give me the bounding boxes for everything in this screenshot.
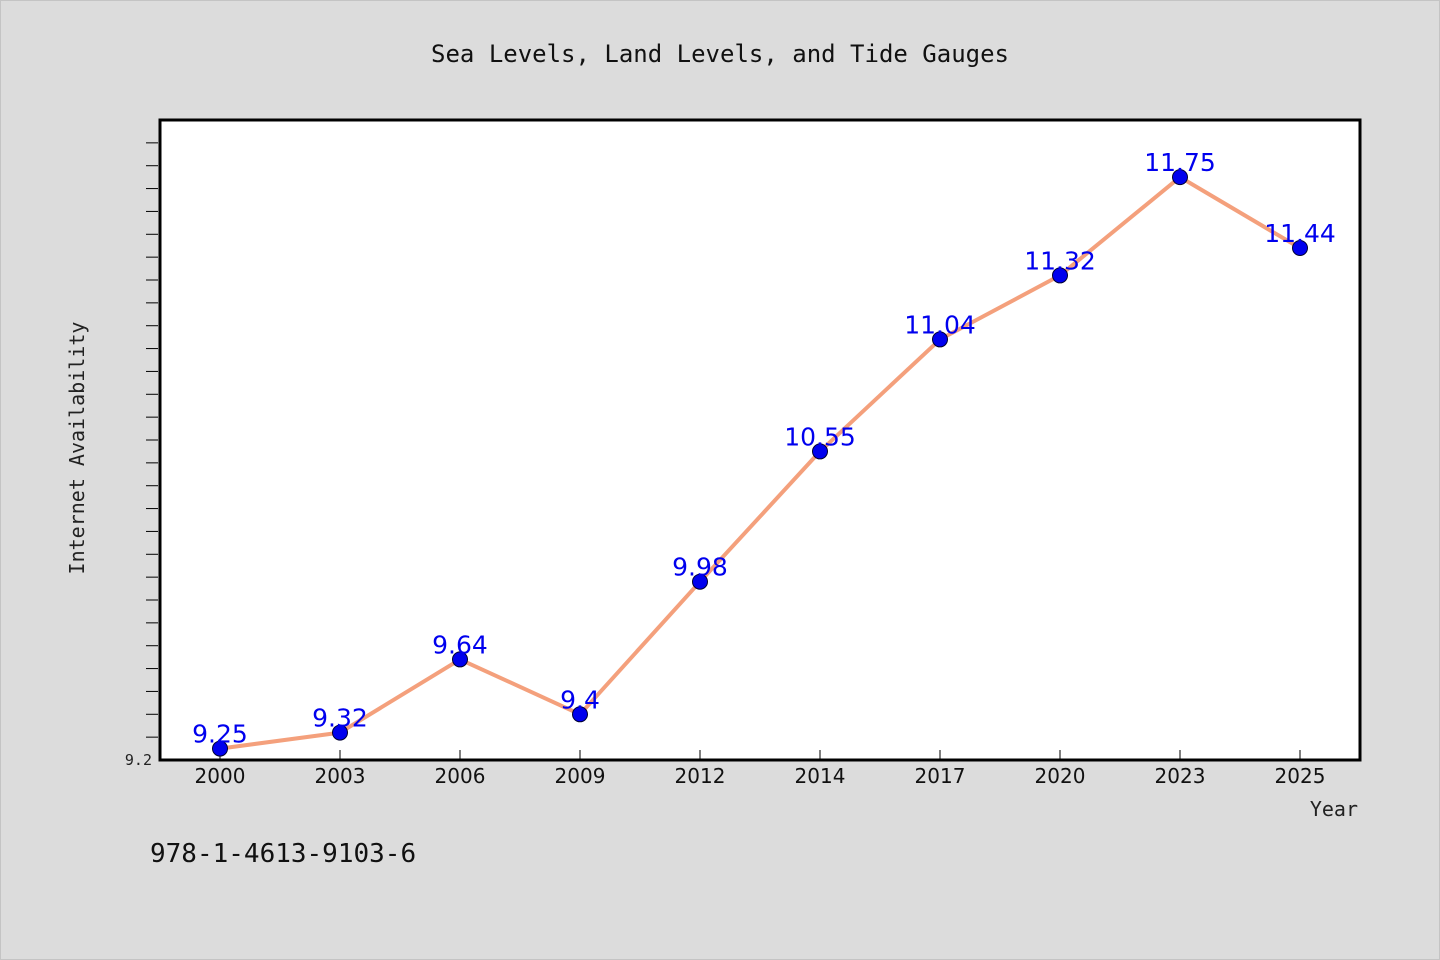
- data-label: 10.55: [784, 422, 856, 451]
- x-tick-label: 2014: [795, 764, 846, 788]
- data-point: [452, 651, 468, 668]
- data-label: 11.75: [1144, 148, 1216, 177]
- data-point: [932, 331, 948, 348]
- series-line: [218, 175, 1302, 751]
- data-label: 9.64: [432, 630, 488, 659]
- data-label: 9.4: [560, 685, 600, 714]
- y-axis-ticks: 9.2: [125, 142, 158, 769]
- x-axis-title: Year: [1310, 797, 1358, 821]
- isbn-annotation: 978-1-4613-9103-6: [150, 839, 416, 869]
- x-tick-label: 2025: [1275, 764, 1326, 788]
- chart-title: Sea Levels, Land Levels, and Tide Gauges: [431, 40, 1009, 68]
- x-tick-label: 2009: [555, 764, 606, 788]
- data-point: [692, 573, 708, 590]
- x-tick-label: 2006: [435, 764, 486, 788]
- plot-area: [158, 118, 1362, 762]
- data-point: [332, 724, 348, 741]
- x-tick-label: 2020: [1035, 764, 1086, 788]
- data-point: [212, 740, 228, 757]
- data-label: 9.98: [672, 553, 728, 582]
- x-tick-label: 2000: [195, 764, 246, 788]
- data-point: [572, 706, 588, 723]
- y-tick-label: 9.2: [125, 751, 152, 769]
- data-label: 9.32: [312, 704, 368, 733]
- x-tick-label: 2023: [1155, 764, 1206, 788]
- series-layer: 9.25 9.32 9.64 9.4 9.98 10.55 11.04 11.32 11.75 1…: [192, 148, 1336, 757]
- data-point: [1052, 267, 1068, 284]
- x-axis-ticks: 2000 2003 2006 2009 2012 2014 2017 2020 2023 2025: [195, 750, 1326, 788]
- y-axis-title: Internet Availability: [65, 322, 89, 575]
- data-point: [1172, 169, 1188, 186]
- x-tick-label: 2017: [915, 764, 966, 788]
- data-label: 11.04: [904, 310, 976, 339]
- data-label: 11.32: [1024, 246, 1096, 275]
- x-tick-label: 2003: [315, 764, 366, 788]
- x-tick-label: 2012: [675, 764, 726, 788]
- data-point: [1292, 240, 1308, 256]
- data-label: 9.25: [192, 720, 248, 749]
- data-point: [812, 443, 828, 460]
- data-label: 11.44: [1264, 219, 1336, 248]
